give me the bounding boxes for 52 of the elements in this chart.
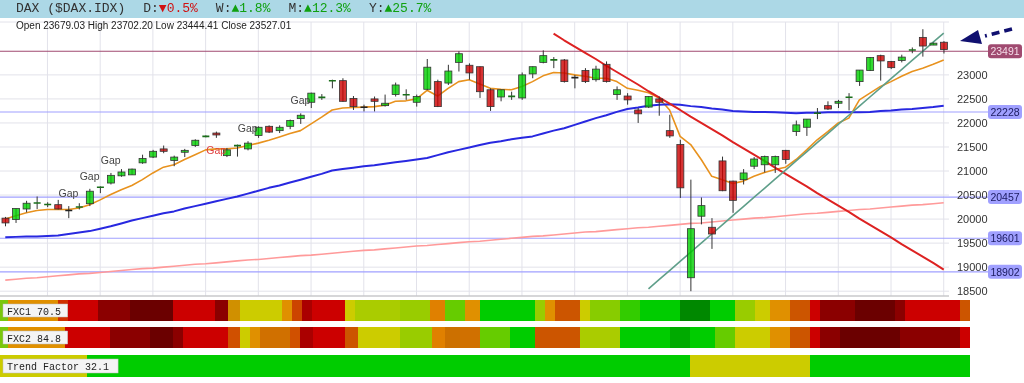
text: Trend Factor 32.1	[7, 362, 110, 373]
candlestick	[560, 58, 569, 84]
candlestick	[918, 28, 927, 58]
text: FXC2 84.8	[7, 333, 62, 345]
chart-subtitle: Open 23679.03 High 23702.20 Low 23444.41 Close 23527.01	[16, 20, 292, 31]
y-tick-label: 21000	[957, 164, 988, 177]
ref-line-label: 18902	[990, 265, 1020, 278]
annotation: Gap	[237, 122, 258, 135]
line-series	[552, 32, 945, 271]
y-tick-label: 23000	[957, 68, 988, 81]
y-tick-label: 19000	[957, 261, 988, 274]
text: M:▲12.3%	[288, 1, 351, 16]
y-tick-label: 20500	[957, 188, 988, 201]
annotation: Gap	[58, 187, 79, 200]
y-tick-label: 19500	[957, 237, 988, 250]
candlestick	[455, 50, 463, 73]
text: D:▼0.5%	[143, 1, 198, 16]
text: FXC1 70.5	[7, 306, 62, 318]
annotation: Gap	[290, 94, 311, 107]
candlestick	[381, 94, 389, 108]
y-tick-label: 18500	[957, 285, 988, 298]
annotation: Gap	[100, 153, 121, 166]
candlestick	[32, 195, 42, 210]
candlestick	[339, 77, 347, 103]
candlestick	[708, 217, 716, 250]
y-tick-label: 20000	[957, 212, 988, 225]
line-series	[647, 32, 945, 290]
ref-line-label: 20457	[990, 191, 1020, 204]
text: Y:▲25.7%	[368, 1, 432, 16]
y-tick-label: 22500	[957, 92, 988, 105]
candlestick	[876, 54, 885, 82]
candlestick	[665, 114, 674, 139]
candlestick	[518, 71, 527, 101]
candlestick	[444, 64, 453, 86]
y-tick-label: 22000	[957, 116, 988, 129]
ref-line-label: 22228	[990, 105, 1020, 118]
candlestick	[423, 58, 432, 91]
chart-title: DAX ($DAX.IDX)	[16, 1, 126, 16]
candlestick	[602, 60, 611, 84]
candlestick	[613, 85, 621, 101]
ref-line-label: 19601	[990, 232, 1020, 245]
candlestick	[802, 118, 811, 137]
candlestick	[486, 87, 495, 112]
ref-line-label: 23491	[990, 45, 1020, 58]
text: W:▲1.8%	[215, 1, 271, 16]
line-series	[4, 201, 945, 281]
annotation: Gap	[79, 169, 100, 182]
y-tick-label: 21500	[957, 140, 988, 153]
candlestick	[697, 196, 706, 225]
candlestick	[655, 96, 664, 117]
candlestick	[729, 180, 737, 214]
candlestick	[359, 104, 369, 112]
